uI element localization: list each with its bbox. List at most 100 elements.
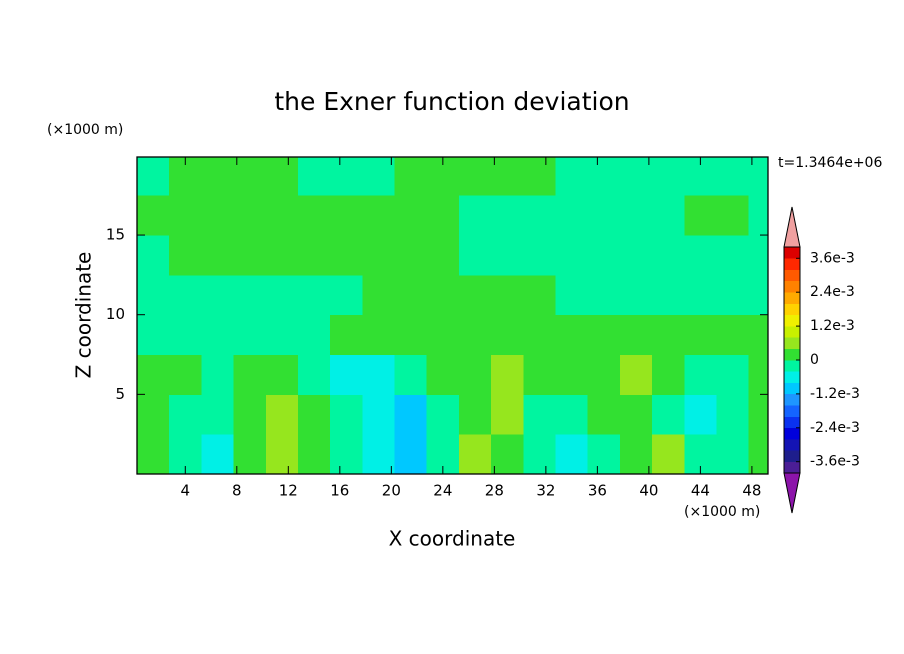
contour-cell (587, 157, 621, 196)
x-tick-label: 8 (232, 482, 242, 500)
contour-cell (748, 394, 769, 435)
contour-cell (169, 354, 202, 395)
x-tick-label: 28 (485, 482, 504, 500)
x-tick-label: 20 (382, 482, 401, 500)
contour-cell (233, 314, 267, 356)
colorbar-tick-label: 2.4e-3 (810, 284, 855, 300)
contour-cell (362, 235, 396, 276)
contour-cell (297, 195, 331, 236)
colorbar-over (783, 206, 801, 248)
contour-cell (684, 274, 717, 316)
x-tick-label: 32 (536, 482, 555, 500)
colorbar-under (783, 472, 801, 514)
contour-cell (491, 274, 524, 316)
contour-cell (362, 274, 396, 316)
contour-cell (297, 235, 331, 276)
contour-cell (233, 434, 267, 475)
contour-cell (555, 235, 589, 276)
colorbar-band (784, 439, 800, 451)
contour-cell (362, 157, 396, 196)
contour-cell (265, 314, 299, 356)
colorbar-band (784, 292, 800, 304)
contour-cell (458, 195, 492, 236)
colorbar-band (784, 337, 800, 349)
contour-cell (748, 274, 769, 316)
contour-cell (555, 195, 589, 236)
contour-cell (652, 274, 685, 316)
contour-cell (201, 235, 235, 276)
contour-cell (169, 235, 202, 276)
contour-cell (233, 354, 267, 395)
contour-cell (426, 394, 460, 435)
contour-cell (587, 235, 621, 276)
contour-cell (587, 314, 621, 356)
contour-cell (555, 354, 589, 395)
contour-cell (297, 354, 331, 395)
contour-cell (297, 157, 331, 196)
contour-cell (716, 274, 750, 316)
contour-cell (137, 394, 170, 435)
contour-cell (684, 195, 717, 236)
colorbar-band (784, 247, 800, 259)
contour-cell (491, 394, 524, 435)
contour-cell (394, 434, 428, 475)
contour-cell (652, 195, 685, 236)
colorbar-band (784, 326, 800, 338)
contour-cell (458, 157, 492, 196)
contour-cell (169, 274, 202, 316)
x-tick-label: 16 (330, 482, 349, 500)
contour-cell (265, 434, 299, 475)
contour-cell (684, 314, 717, 356)
contour-cell (169, 195, 202, 236)
contour-cell (394, 235, 428, 276)
contour-cell (555, 314, 589, 356)
contour-cell (555, 434, 589, 475)
contour-cell (652, 157, 685, 196)
contour-cell (426, 274, 460, 316)
colorbar-band (784, 461, 800, 474)
plot-frame (136, 156, 769, 475)
contour-cell (137, 157, 170, 196)
contour-cell (458, 354, 492, 395)
contour-cell (362, 354, 396, 395)
contour-cell (523, 274, 557, 316)
contour-field (137, 157, 769, 475)
contour-cell (330, 195, 363, 236)
colorbar-band (784, 314, 800, 327)
contour-cell (748, 195, 769, 236)
contour-cell (716, 195, 750, 236)
contour-cell (362, 434, 396, 475)
contour-cell (137, 354, 170, 395)
contour-cell (137, 195, 170, 236)
x-tick-label: 24 (433, 482, 452, 500)
contour-cell (201, 195, 235, 236)
contour-cell (652, 235, 685, 276)
contour-cell (523, 434, 557, 475)
y-tick-label: 10 (106, 305, 125, 323)
contour-cell (491, 354, 524, 395)
contour-cell (587, 195, 621, 236)
contour-cell (137, 235, 170, 276)
contour-cell (458, 274, 492, 316)
contour-cell (297, 394, 331, 435)
contour-cell (491, 195, 524, 236)
contour-cell (458, 314, 492, 356)
contour-cell (619, 394, 653, 435)
contour-cell (201, 434, 235, 475)
contour-cell (137, 314, 170, 356)
contour-cell (748, 157, 769, 196)
x-axis-label: X coordinate (389, 527, 516, 551)
contour-cell (652, 394, 685, 435)
contour-cell (587, 394, 621, 435)
contour-cell (748, 354, 769, 395)
contour-cell (201, 394, 235, 435)
contour-cell (619, 434, 653, 475)
contour-cell (619, 314, 653, 356)
contour-cell (330, 157, 363, 196)
contour-cell (748, 314, 769, 356)
colorbar-band (784, 416, 800, 429)
contour-cell (619, 354, 653, 395)
colorbar-band (784, 371, 800, 383)
contour-cell (523, 157, 557, 196)
contour-cell (426, 195, 460, 236)
